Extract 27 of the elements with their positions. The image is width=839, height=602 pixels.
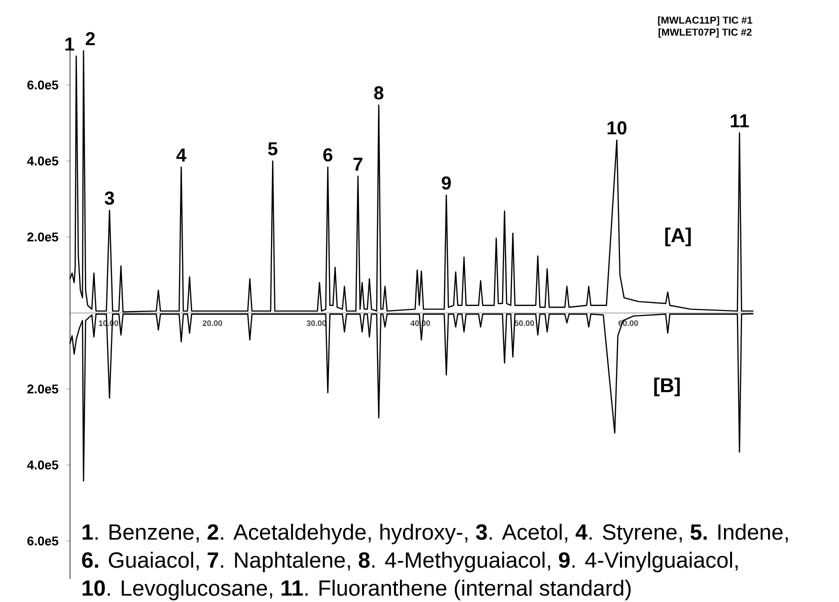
- x-tick-label: 30.00: [306, 320, 326, 326]
- annotation: 8: [374, 86, 384, 100]
- annotation: 3: [104, 192, 114, 205]
- x-tick-label: 20.00: [202, 320, 222, 326]
- y-tick-label: 6.0e5: [27, 80, 58, 90]
- annotation: 6: [323, 148, 332, 162]
- annotation: 10: [608, 121, 626, 134]
- text: [MWLET07P] TIC #2: [658, 28, 752, 38]
- y-tick-label: 4.0e5: [27, 156, 58, 166]
- annotation: 6. Guaiacol, 7. Naphtalene, 8. 4-Methyguaiacol, 9. 4-Vinylguaiacol,: [82, 552, 738, 572]
- text: 10. Levoglucosane, 11. Fluoranthene (internal standard): [82, 580, 631, 600]
- annotation: 2: [86, 32, 95, 46]
- y-tick-label: 2.0e5: [27, 384, 58, 394]
- annotation: 1: [65, 38, 74, 50]
- y-tick-label: 4.0e5: [27, 460, 58, 470]
- annotation: 5: [268, 142, 278, 156]
- y-tick-label: 2.0e5: [27, 232, 58, 242]
- x-tick-label: 50.00: [514, 320, 534, 326]
- annotation: 7: [354, 158, 362, 171]
- text: 1. Benzene, 2. Acetaldehyde, hydroxy-, 3. Acetol, 4. Styrene, 5. Indene,: [82, 524, 788, 544]
- annotation: 11: [730, 114, 749, 128]
- annotation: [A]: [665, 228, 691, 246]
- y-tick-label: 6.0e5: [27, 536, 58, 546]
- text: [MWLAC11P] TIC #1: [658, 16, 752, 26]
- annotation: [B]: [654, 378, 680, 396]
- annotation: 4: [176, 148, 186, 162]
- annotation: 9: [442, 176, 451, 190]
